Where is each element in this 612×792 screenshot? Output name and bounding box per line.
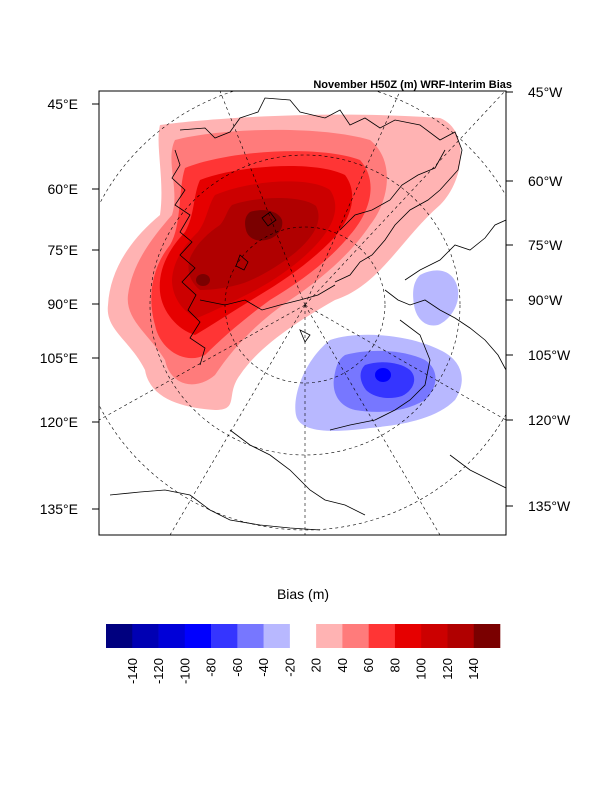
colorbar-tick-label: 100 bbox=[414, 658, 429, 680]
colorbar-box bbox=[289, 624, 317, 648]
colorbar-box bbox=[158, 624, 186, 648]
graticule bbox=[99, 91, 506, 535]
coastline-siberia bbox=[199, 284, 336, 311]
colorbar-tick-label: -100 bbox=[177, 658, 192, 684]
colorbar-box bbox=[394, 624, 422, 648]
coastline-north-america bbox=[384, 289, 506, 371]
coastlines bbox=[109, 97, 506, 531]
meridian-8 bbox=[219, 91, 306, 306]
colorbar-boxes bbox=[106, 624, 501, 648]
map-panel bbox=[99, 91, 506, 535]
colorbar-tick-label: 120 bbox=[440, 658, 455, 680]
left-lat-label-6: 120°E bbox=[40, 414, 78, 430]
colorbar-box bbox=[211, 624, 238, 648]
colorbar-tick-label: 80 bbox=[387, 658, 402, 672]
coastline-alaska bbox=[229, 429, 366, 516]
colorbar-box bbox=[473, 624, 501, 648]
colorbar-tick-label: 40 bbox=[335, 658, 350, 672]
bias-contour-neg80 bbox=[375, 368, 391, 382]
map-frame bbox=[98, 90, 507, 536]
map-title: November H50Z (m) WRF-Interim Bias bbox=[313, 79, 512, 91]
colorbar-box bbox=[237, 624, 264, 648]
right-lat-label-3: 75°W bbox=[528, 237, 563, 253]
left-lat-label-4: 90°E bbox=[47, 296, 78, 312]
colorbar-tick-label: -20 bbox=[282, 658, 297, 677]
colorbar-title: Bias (m) bbox=[277, 586, 329, 602]
colorbar-box bbox=[132, 624, 159, 648]
colorbar-tick-label: 60 bbox=[361, 658, 376, 672]
right-lat-label-7: 135°W bbox=[528, 498, 571, 514]
colorbar-tick-label: -80 bbox=[204, 658, 219, 677]
colorbar-tick-label: -120 bbox=[151, 658, 166, 684]
left-lat-label-7: 135°E bbox=[40, 501, 78, 517]
colorbar-tick-label: -40 bbox=[256, 658, 271, 677]
colorbar-tick-label: -60 bbox=[230, 658, 245, 677]
meridian-7 bbox=[304, 304, 506, 421]
right-lat-label-2: 60°W bbox=[528, 173, 563, 189]
colorbar-box bbox=[106, 624, 133, 648]
left-lat-label-2: 60°E bbox=[47, 181, 78, 197]
positive-bias-contours bbox=[107, 114, 461, 411]
bias-contour-neg20-north bbox=[413, 270, 459, 326]
latitude-circle-inner bbox=[224, 226, 386, 384]
colorbar-box bbox=[184, 624, 212, 648]
colorbar-box bbox=[421, 624, 448, 648]
left-lat-label-3: 75°E bbox=[47, 242, 78, 258]
bias-contour-140-small bbox=[196, 274, 210, 286]
coastline-pacific bbox=[109, 489, 321, 531]
meridian-4 bbox=[169, 304, 306, 535]
colorbar-box bbox=[342, 624, 369, 648]
colorbar-tick-label: 140 bbox=[466, 658, 481, 680]
meridian-5 bbox=[304, 304, 441, 535]
right-lat-label-5: 105°W bbox=[528, 347, 571, 363]
right-lat-label-1: 45°W bbox=[528, 84, 563, 100]
coastline-arctic-islands bbox=[235, 211, 311, 343]
colorbar-tick-label: 20 bbox=[309, 658, 324, 672]
right-lat-label-6: 120°W bbox=[528, 412, 571, 428]
left-axis: 45°E 60°E 75°E 90°E 105°E 120°E 135°E bbox=[40, 96, 99, 517]
latitude-circle-mid bbox=[149, 154, 461, 456]
coastline-eurasia-north bbox=[179, 97, 463, 283]
coastline-hudson bbox=[329, 319, 431, 431]
colorbar: Bias (m) -140 -120 -100 -80 -60 -40 -20 20 40 60 8… bbox=[106, 586, 501, 684]
coastline-eurasia-west bbox=[171, 149, 206, 366]
colorbar-box bbox=[447, 624, 475, 648]
bias-contour-120 bbox=[188, 198, 319, 290]
colorbar-labels: -140 -120 -100 -80 -60 -40 -20 20 40 60 80 100 120 14… bbox=[125, 658, 481, 684]
coastline-northeast-canada bbox=[449, 454, 506, 489]
colorbar-tick-label: -140 bbox=[125, 658, 140, 684]
right-axis: 45°W 60°W 75°W 90°W 105°W 120°W 135°W bbox=[506, 84, 571, 514]
left-lat-label-5: 105°E bbox=[40, 350, 78, 366]
coastline-canada-islands bbox=[404, 219, 506, 281]
colorbar-box bbox=[316, 624, 343, 648]
right-lat-label-4: 90°W bbox=[528, 292, 563, 308]
colorbar-box bbox=[263, 624, 291, 648]
colorbar-box bbox=[368, 624, 396, 648]
left-lat-label-1: 45°E bbox=[47, 96, 78, 112]
bias-contour-140 bbox=[245, 210, 283, 241]
meridian-1 bbox=[304, 91, 506, 306]
